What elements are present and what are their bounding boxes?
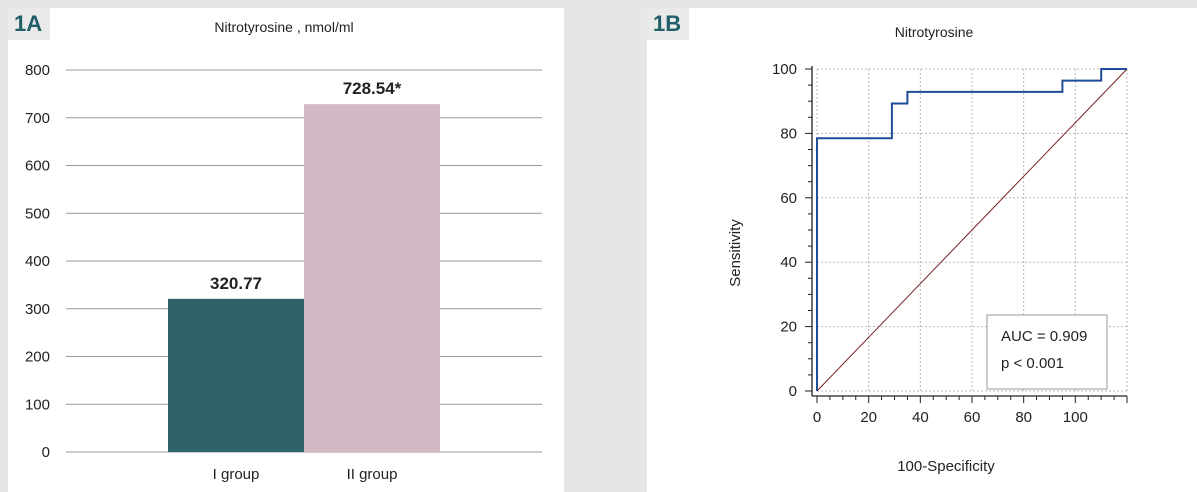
roc-x-axis-label: 100-Specificity bbox=[897, 458, 995, 475]
y-tick-label: 80 bbox=[780, 125, 797, 142]
y-tick-label: 40 bbox=[780, 254, 797, 271]
auc-annotation-box: AUC = 0.909 p < 0.001 bbox=[986, 314, 1108, 390]
roc-chart-panel: 1B Nitrotyrosine 100 80 60 40 20 0 0 20 40 60 80 1… bbox=[647, 8, 1197, 492]
bar-chart-title: Nitrotyrosine , nmol/ml bbox=[214, 19, 353, 35]
y-tick-label: 300 bbox=[25, 301, 50, 318]
y-tick-label: 800 bbox=[25, 62, 50, 79]
y-tick-label: 100 bbox=[25, 396, 50, 413]
auc-annotation-frame bbox=[986, 314, 1108, 390]
category-label: II group bbox=[347, 466, 398, 483]
auc-value-text: AUC = 0.909 bbox=[1001, 328, 1087, 345]
category-label: I group bbox=[213, 466, 260, 483]
y-tick-label: 700 bbox=[25, 110, 50, 127]
roc-curve-line bbox=[816, 68, 1127, 391]
y-tick-label: 400 bbox=[25, 253, 50, 270]
x-tick-label: 40 bbox=[912, 409, 929, 426]
p-value-text: p < 0.001 bbox=[1001, 355, 1064, 372]
y-tick-label: 0 bbox=[42, 444, 50, 461]
roc-y-axis-label: Sensitivity bbox=[727, 219, 744, 287]
x-tick-label: 20 bbox=[860, 409, 877, 426]
bar-2 bbox=[304, 104, 440, 453]
y-tick-label: 20 bbox=[780, 319, 797, 336]
y-tick-label: 60 bbox=[780, 190, 797, 207]
y-tick-label: 600 bbox=[25, 158, 50, 175]
bar-value-label: 320.77 bbox=[210, 274, 262, 293]
y-tick-label: 200 bbox=[25, 349, 50, 366]
bar-1 bbox=[168, 298, 304, 452]
y-tick-label: 100 bbox=[772, 61, 797, 78]
panel-tag-1b: 1B bbox=[647, 8, 690, 40]
y-tick-label: 0 bbox=[789, 383, 797, 400]
x-tick-label: 0 bbox=[813, 409, 821, 426]
roc-chart-title: Nitrotyrosine bbox=[895, 24, 974, 40]
x-tick-label: 60 bbox=[964, 409, 981, 426]
bar-value-label: 728.54* bbox=[343, 79, 402, 98]
x-tick-label: 80 bbox=[1015, 409, 1032, 426]
x-tick-label: 100 bbox=[1063, 409, 1088, 426]
panel-tag-1a: 1A bbox=[8, 8, 51, 40]
y-tick-label: 500 bbox=[25, 205, 50, 222]
reference-diagonal-line bbox=[816, 68, 1128, 392]
bar-chart-panel: 1A Nitrotyrosine , nmol/ml 800 700 600 500 4… bbox=[8, 8, 564, 492]
bar-chart-svg: Nitrotyrosine , nmol/ml 800 700 600 500 400 3… bbox=[25, 19, 542, 483]
